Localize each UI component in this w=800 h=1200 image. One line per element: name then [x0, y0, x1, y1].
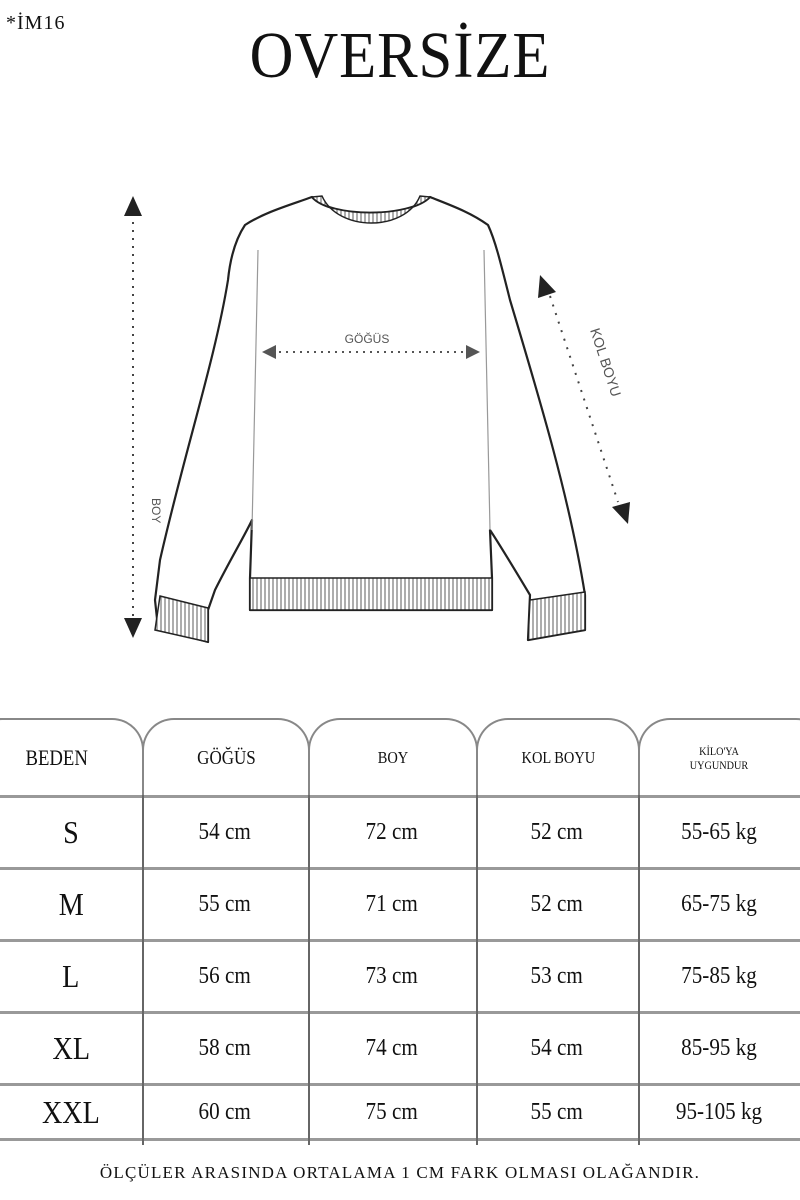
- product-code: *İM16: [6, 12, 66, 34]
- cell-weight: 65-75 kg: [638, 870, 800, 939]
- table-row: L 56 cm 73 cm 53 cm 75-85 kg: [0, 939, 800, 1011]
- page-title: OVERSİZE: [249, 19, 551, 92]
- cell-length: 71 cm: [308, 870, 476, 939]
- size-table: S 54 cm 72 cm 52 cm 55-65 kg M 55 cm 71 cm 52 cm…: [0, 795, 800, 1141]
- header-size-label: BEDEN: [25, 745, 89, 770]
- cell-sleeve-value: 53 cm: [530, 963, 584, 989]
- cell-weight-value: 55-65 kg: [681, 819, 757, 845]
- chest-label: GÖĞÜS: [345, 331, 390, 346]
- column-divider: [638, 795, 640, 1145]
- cell-weight: 95-105 kg: [638, 1086, 800, 1138]
- cell-weight: 85-95 kg: [638, 1014, 800, 1083]
- column-divider: [476, 795, 478, 1145]
- cell-sleeve-value: 54 cm: [530, 1035, 584, 1061]
- column-divider: [142, 795, 144, 1145]
- header-sleeve-label: KOL BOYU: [521, 748, 595, 767]
- cell-weight: 55-65 kg: [638, 798, 800, 867]
- column-divider: [308, 795, 310, 1145]
- cell-chest-value: 55 cm: [198, 891, 252, 917]
- cell-sleeve: 52 cm: [476, 870, 638, 939]
- cell-length: 74 cm: [308, 1014, 476, 1083]
- cell-size: L: [0, 942, 142, 1011]
- header-weight: KİLO'YA UYGUNDUR: [638, 718, 800, 796]
- table-header: BEDEN GÖĞÜS BOY KOL BOYU KİLO'YA UYGUNDU…: [0, 718, 800, 796]
- cell-length: 73 cm: [308, 942, 476, 1011]
- header-sleeve: KOL BOYU: [476, 718, 640, 796]
- cell-length: 72 cm: [308, 798, 476, 867]
- collar-rib: [310, 195, 432, 224]
- cell-sleeve: 52 cm: [476, 798, 638, 867]
- cell-length-value: 71 cm: [365, 891, 419, 917]
- header-chest-label: GÖĞÜS: [196, 746, 256, 769]
- cell-chest-value: 54 cm: [198, 819, 252, 845]
- side-seams: [251, 249, 491, 531]
- length-arrow: [124, 196, 142, 638]
- cell-sleeve: 54 cm: [476, 1014, 638, 1083]
- sweater-diagram: GÖĞÜS BOY KOL BOYU: [124, 195, 630, 644]
- header-size: BEDEN: [0, 718, 144, 796]
- cell-weight-value: 95-105 kg: [675, 1098, 763, 1125]
- length-label: BOY: [149, 498, 163, 523]
- cell-sleeve-value: 52 cm: [530, 891, 584, 917]
- sleeve-label: KOL BOYU: [587, 326, 624, 399]
- chest-arrow: [262, 345, 480, 359]
- left-cuff-rib: [154, 595, 209, 643]
- cell-weight-value: 65-75 kg: [681, 891, 757, 917]
- cell-size-value: XXL: [42, 1093, 100, 1130]
- table-row: S 54 cm 72 cm 52 cm 55-65 kg: [0, 795, 800, 867]
- footer-note: ÖLÇÜLER ARASINDA ORTALAMA 1 CM FARK OLMA…: [99, 1163, 701, 1182]
- cell-length-value: 74 cm: [365, 1035, 419, 1061]
- cell-weight-value: 75-85 kg: [681, 963, 757, 989]
- header-length-label: BOY: [377, 748, 409, 767]
- hem-rib: [249, 577, 493, 611]
- cell-sleeve-value: 52 cm: [530, 819, 584, 845]
- sweater-outline: [153, 195, 587, 644]
- cell-size: XXL: [0, 1086, 142, 1138]
- cell-chest: 60 cm: [142, 1086, 308, 1138]
- header-length: BOY: [308, 718, 478, 796]
- cell-chest: 54 cm: [142, 798, 308, 867]
- cell-sleeve-value: 55 cm: [530, 1098, 584, 1125]
- cell-size: XL: [0, 1014, 142, 1083]
- cell-chest: 56 cm: [142, 942, 308, 1011]
- cell-chest: 58 cm: [142, 1014, 308, 1083]
- cell-chest-value: 60 cm: [198, 1098, 252, 1125]
- cell-size-value: S: [63, 814, 79, 850]
- cell-length: 75 cm: [308, 1086, 476, 1138]
- header-chest: GÖĞÜS: [142, 718, 310, 796]
- cell-sleeve: 55 cm: [476, 1086, 638, 1138]
- cell-size: S: [0, 798, 142, 867]
- cell-length-value: 73 cm: [365, 963, 419, 989]
- cell-length-value: 75 cm: [365, 1098, 419, 1125]
- header-weight-label: KİLO'YA UYGUNDUR: [689, 744, 749, 772]
- table-row: XL 58 cm 74 cm 54 cm 85-95 kg: [0, 1011, 800, 1083]
- table-row: XXL 60 cm 75 cm 55 cm 95-105 kg: [0, 1083, 800, 1141]
- right-cuff-rib: [527, 591, 586, 641]
- table-row: M 55 cm 71 cm 52 cm 65-75 kg: [0, 867, 800, 939]
- cell-weight: 75-85 kg: [638, 942, 800, 1011]
- cell-chest: 55 cm: [142, 870, 308, 939]
- cell-size-value: M: [58, 886, 84, 922]
- sleeve-arrow: [538, 275, 630, 524]
- cell-sleeve: 53 cm: [476, 942, 638, 1011]
- cell-length-value: 72 cm: [365, 819, 419, 845]
- cell-weight-value: 85-95 kg: [681, 1035, 757, 1061]
- cell-chest-value: 56 cm: [198, 963, 252, 989]
- cell-chest-value: 58 cm: [198, 1035, 252, 1061]
- cell-size-value: L: [62, 958, 80, 994]
- cell-size: M: [0, 870, 142, 939]
- cell-size-value: XL: [52, 1030, 90, 1066]
